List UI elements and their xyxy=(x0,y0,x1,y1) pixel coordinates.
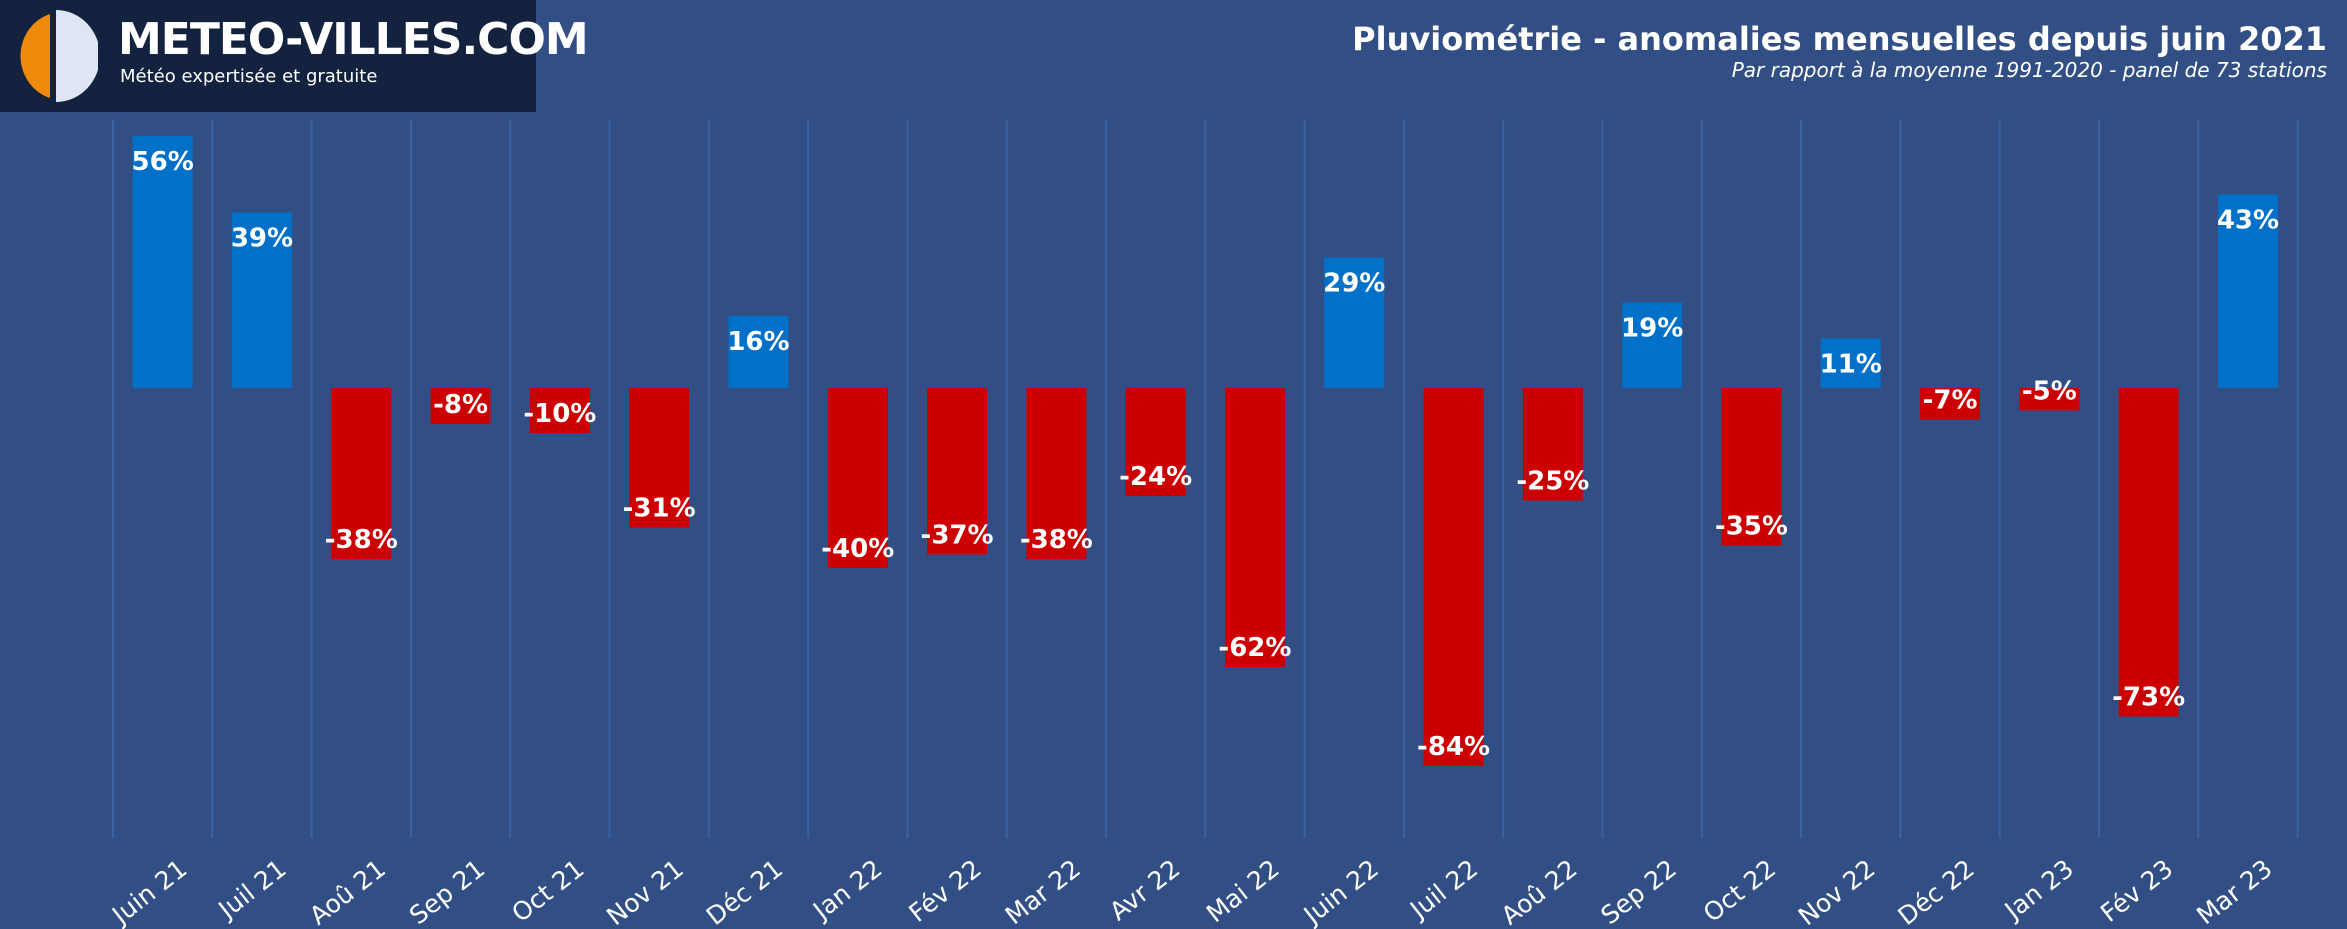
value-label: -40% xyxy=(821,534,894,564)
x-tick-label: Aoû 22 xyxy=(1496,854,1583,929)
value-label: -84% xyxy=(1417,732,1490,762)
bar xyxy=(2118,388,2179,717)
x-tick-label: Oct 21 xyxy=(506,854,589,928)
bar xyxy=(1224,388,1285,667)
x-tick-label: Fév 22 xyxy=(904,854,987,928)
x-tick-label: Juin 21 xyxy=(105,854,192,929)
brand-name: METEO-VILLES.COM xyxy=(118,14,589,65)
value-label: -7% xyxy=(1923,386,1978,416)
chart-subtitle: Par rapport à la moyenne 1991-2020 - pan… xyxy=(1731,58,2327,82)
x-tick-label: Sep 22 xyxy=(1596,854,1682,929)
x-tick-label: Nov 21 xyxy=(601,854,689,929)
sun-moon-logo-icon xyxy=(20,10,98,102)
value-label: 39% xyxy=(231,224,293,254)
value-label: 19% xyxy=(1621,314,1683,344)
value-label: -73% xyxy=(2112,683,2185,713)
value-label: 56% xyxy=(132,147,194,177)
bar xyxy=(827,388,888,568)
bar xyxy=(927,388,988,555)
x-tick-label: Oct 22 xyxy=(1698,854,1781,928)
value-label: -25% xyxy=(1516,467,1589,497)
x-tick-label: Juin 22 xyxy=(1297,854,1384,929)
bar xyxy=(331,388,392,559)
value-label: 43% xyxy=(2217,206,2279,236)
value-label: 11% xyxy=(1820,350,1882,380)
value-label: -35% xyxy=(1715,512,1788,542)
value-label: 16% xyxy=(727,327,789,357)
x-tick-label: Déc 22 xyxy=(1892,854,1979,929)
gridlines xyxy=(112,120,2299,838)
value-label: -62% xyxy=(1218,633,1291,663)
bar xyxy=(1324,257,1385,388)
bar xyxy=(1820,338,1881,388)
x-tick-label: Mar 22 xyxy=(1000,854,1086,929)
value-label: -8% xyxy=(433,390,488,420)
bar xyxy=(1125,388,1186,496)
bar xyxy=(132,136,193,388)
bar xyxy=(1721,388,1782,546)
value-label: -10% xyxy=(523,399,596,429)
value-label: -37% xyxy=(921,521,994,551)
x-axis-tick-labels: Juin 21 Juil 21 Aoû 21 Sep 21 Oct 21 Nov 21 Dé… xyxy=(105,854,2277,929)
x-tick-label: Nov 22 xyxy=(1793,854,1881,929)
logo-panel: METEO-VILLES.COM Météo expertisée et gra… xyxy=(0,0,589,112)
chart-title: Pluviométrie - anomalies mensuelles depu… xyxy=(1352,20,2327,58)
value-label: -38% xyxy=(325,525,398,555)
x-tick-label: Aoû 21 xyxy=(304,854,391,929)
x-tick-label: Sep 21 xyxy=(404,854,490,929)
x-tick-label: Mai 22 xyxy=(1201,854,1285,928)
bar xyxy=(1522,388,1583,501)
x-tick-label: Jan 22 xyxy=(806,854,887,926)
value-label: 29% xyxy=(1323,269,1385,299)
x-tick-label: Mar 23 xyxy=(2191,854,2277,929)
bar xyxy=(430,388,491,424)
value-label: -5% xyxy=(2022,377,2077,407)
x-tick-label: Jan 23 xyxy=(1998,854,2079,926)
x-tick-label: Juil 22 xyxy=(1403,854,1483,925)
bar xyxy=(629,388,690,528)
bar xyxy=(2217,194,2278,388)
x-tick-label: Juil 21 xyxy=(212,854,292,925)
bar xyxy=(2019,388,2080,411)
x-tick-label: Déc 21 xyxy=(701,854,788,929)
value-label: -24% xyxy=(1119,462,1192,492)
x-tick-label: Avr 22 xyxy=(1104,854,1185,926)
bar xyxy=(231,212,292,388)
value-label: -38% xyxy=(1020,525,1093,555)
bar xyxy=(728,316,789,388)
bar xyxy=(1026,388,1087,559)
brand-tagline: Météo expertisée et gratuite xyxy=(120,66,378,87)
value-labels: 56% 39% -38% -8% -10% -31% 16% -40% -37% -38% -24%… xyxy=(132,147,2280,762)
bars xyxy=(132,136,2278,766)
bar xyxy=(1920,388,1981,420)
x-tick-label: Fév 23 xyxy=(2095,854,2178,928)
bar xyxy=(1622,302,1683,388)
bar xyxy=(1423,388,1484,766)
value-label: -31% xyxy=(623,494,696,524)
bar xyxy=(529,388,590,433)
